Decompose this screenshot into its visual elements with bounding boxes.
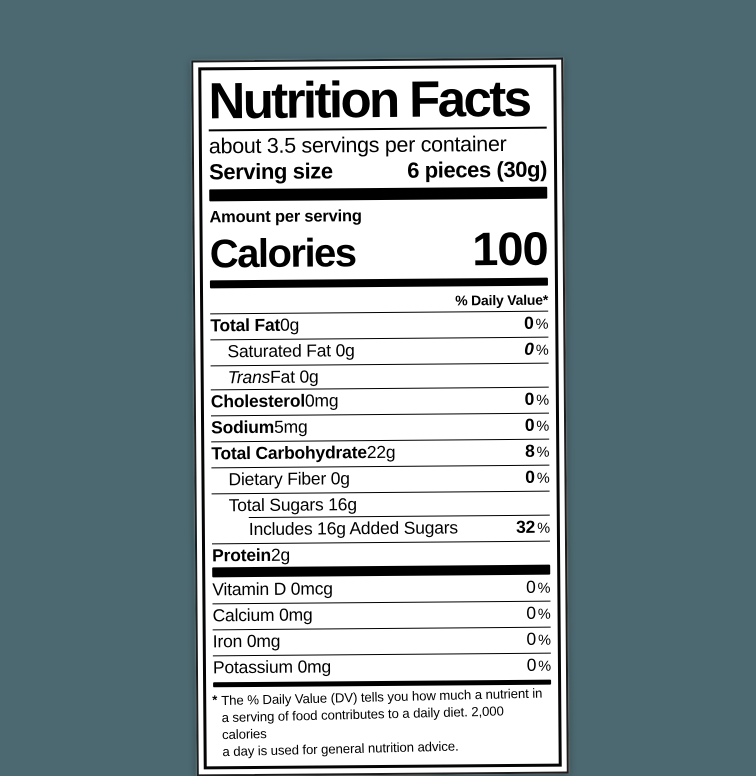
nutrient-amount: Vitamin D 0mcg bbox=[212, 578, 333, 600]
percent-sign: % bbox=[538, 658, 552, 675]
nutrient-row-dietary-fiber: Dietary Fiber 0g 0% bbox=[211, 464, 550, 494]
footnote-line: a serving of food contributes to a daily… bbox=[221, 703, 504, 743]
percent-sign: % bbox=[537, 520, 550, 537]
nutrient-amount: 22g bbox=[366, 442, 396, 463]
nutrient-amount: Dietary Fiber 0g bbox=[228, 468, 350, 490]
nutrient-amount: Iron 0mg bbox=[212, 630, 281, 652]
footnote-text: The % Daily Value (DV) tells you how muc… bbox=[221, 685, 552, 761]
nutrient-row-total-sugars: Total Sugars 16g bbox=[211, 490, 550, 518]
percent-sign: % bbox=[537, 580, 551, 597]
percent-sign: % bbox=[536, 470, 550, 487]
nutrient-row-cholesterol: Cholesterol 0mg 0% bbox=[210, 386, 549, 416]
nutrient-name-bold: Cholesterol bbox=[210, 390, 306, 412]
nutrient-name-bold: Total Fat bbox=[210, 314, 281, 336]
calories-label: Calories bbox=[209, 230, 356, 276]
calories-value: 100 bbox=[472, 221, 548, 275]
nutrient-name-bold: Protein bbox=[212, 545, 272, 566]
daily-value: 0% bbox=[524, 388, 549, 410]
daily-value-header: % Daily Value* bbox=[210, 287, 549, 315]
nutrient-amount: Calcium 0mg bbox=[212, 604, 313, 626]
background: Nutrition Facts about 3.5 servings per c… bbox=[191, 57, 569, 776]
serving-size-row: Serving size 6 pieces (30g) bbox=[209, 156, 547, 188]
footnote-asterisk: * bbox=[212, 692, 218, 708]
nutrient-row-protein: Protein 2g bbox=[211, 540, 551, 568]
nutrient-row-iron: Iron 0mg 0% bbox=[212, 626, 551, 656]
nutrition-facts-title: Nutrition Facts bbox=[208, 69, 547, 132]
daily-value: 0% bbox=[526, 628, 551, 650]
daily-value: 0% bbox=[524, 338, 549, 360]
nutrition-label-card: Nutrition Facts about 3.5 servings per c… bbox=[191, 57, 569, 776]
percent-sign: % bbox=[536, 392, 549, 409]
percent-sign: % bbox=[535, 342, 549, 359]
nutrient-row-total-carbohydrate: Total Carbohydrate 22g 8% bbox=[211, 438, 550, 468]
percent-sign: % bbox=[537, 606, 551, 623]
nutrient-amount: Total Sugars 16g bbox=[228, 494, 357, 516]
percent-sign: % bbox=[536, 418, 550, 435]
nutrient-amount: 0g bbox=[280, 314, 300, 335]
nutrient-row-total-fat: Total Fat 0g 0% bbox=[210, 312, 548, 340]
nutrient-name-bold: Total Carbohydrate bbox=[211, 442, 367, 464]
nutrient-amount: 0mg bbox=[304, 390, 339, 411]
nutrient-amount: 5mg bbox=[273, 416, 308, 437]
daily-value: 0% bbox=[523, 312, 549, 334]
serving-size-label: Serving size bbox=[208, 158, 333, 185]
daily-value: 8% bbox=[524, 440, 550, 462]
nutrient-row-added-sugars: Includes 16g Added Sugars 32% bbox=[248, 514, 550, 544]
nutrient-row-vitamin-d: Vitamin D 0mcg 0% bbox=[212, 576, 550, 604]
nutrient-amount: Potassium 0mg bbox=[212, 656, 332, 678]
nutrient-row-potassium: Potassium 0mg 0% bbox=[212, 652, 552, 682]
divider-thick-bar bbox=[209, 187, 548, 202]
micronutrient-rows: Vitamin D 0mcg 0% Calcium 0mg 0% Iron 0m… bbox=[212, 576, 552, 682]
nutrient-amount: Includes 16g Added Sugars bbox=[248, 517, 459, 540]
nutrient-row-sodium: Sodium 5mg 0% bbox=[210, 412, 550, 442]
nutrient-row-trans-fat: Trans Fat 0g bbox=[210, 362, 549, 390]
nutrient-row-calcium: Calcium 0mg 0% bbox=[212, 600, 551, 630]
daily-value: 0% bbox=[526, 654, 552, 676]
serving-size-value: 6 pieces (30g) bbox=[407, 156, 548, 183]
daily-value: 0% bbox=[526, 602, 551, 624]
daily-value: 0% bbox=[526, 576, 551, 598]
daily-value: 0% bbox=[525, 466, 550, 488]
nutrient-amount: Fat 0g bbox=[270, 366, 319, 388]
nutrient-name-italic: Trans bbox=[227, 367, 271, 388]
calories-row: Calories 100 bbox=[209, 221, 548, 277]
nutrient-row-saturated-fat: Saturated Fat 0g 0% bbox=[210, 336, 549, 366]
nutrient-amount: Saturated Fat 0g bbox=[227, 340, 355, 362]
percent-sign: % bbox=[536, 444, 550, 461]
nutrient-rows: Total Fat 0g 0% Saturated Fat 0g 0% Tran… bbox=[210, 312, 551, 568]
servings-per-container: about 3.5 servings per container bbox=[208, 131, 507, 159]
nutrient-name-bold: Sodium bbox=[210, 416, 275, 438]
nutrient-amount: 2g bbox=[270, 544, 291, 566]
daily-value: 32% bbox=[516, 516, 550, 538]
daily-value-footnote: * The % Daily Value (DV) tells you how m… bbox=[212, 685, 552, 762]
percent-sign: % bbox=[537, 632, 551, 649]
nutrition-facts-panel: Nutrition Facts about 3.5 servings per c… bbox=[198, 64, 562, 770]
footnote-line: a day is used for general nutrition advi… bbox=[222, 739, 459, 760]
daily-value: 0% bbox=[524, 414, 550, 436]
percent-sign: % bbox=[535, 316, 549, 333]
divider-bar bbox=[209, 277, 548, 289]
